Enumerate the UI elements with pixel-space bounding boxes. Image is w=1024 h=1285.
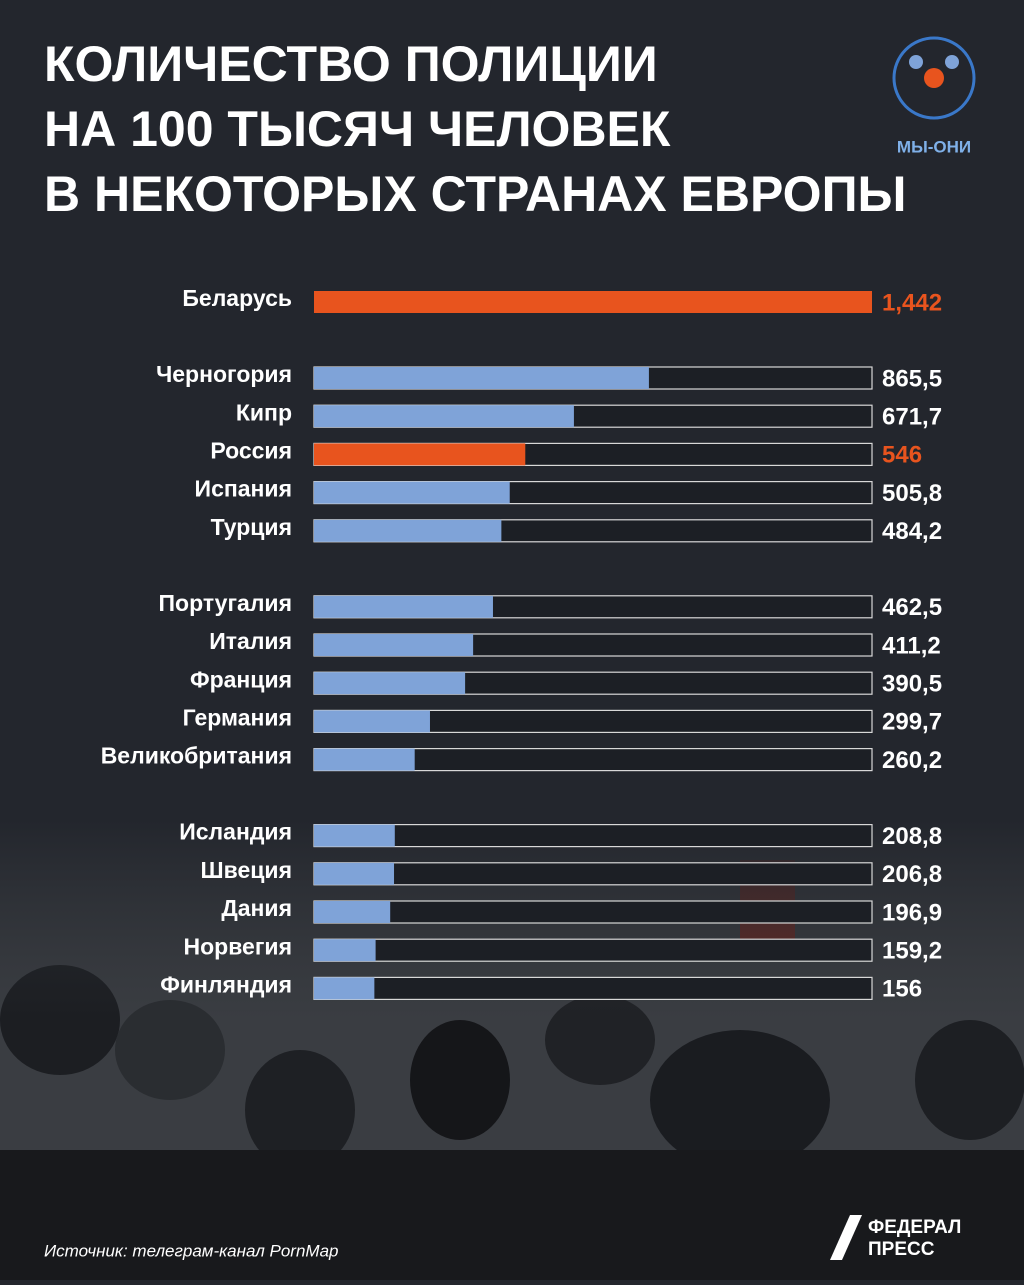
category-label: Норвегия	[184, 933, 292, 959]
value-label: 156	[882, 976, 922, 1003]
brand-mark	[830, 1215, 862, 1260]
bar-track	[313, 900, 873, 924]
category-label: Франция	[190, 666, 292, 692]
value-label: 260,2	[882, 747, 942, 774]
bar-track	[313, 976, 873, 1001]
bar	[314, 481, 510, 504]
title: КОЛИЧЕСТВО ПОЛИЦИИ НА 100 ТЫСЯЧ ЧЕЛОВЕК В …	[44, 36, 906, 222]
brand: ПРЕСС	[868, 1239, 935, 1260]
value-label: 159,2	[882, 938, 942, 965]
category-label: Черногория	[156, 361, 292, 387]
logo: МЫ-ОНИ	[892, 36, 976, 156]
value-label: 462,5	[882, 594, 942, 621]
category-label: Швеция	[201, 857, 292, 883]
category-label: Португалия	[159, 590, 293, 616]
value-label: 505,8	[882, 480, 942, 507]
logo-text: МЫ-ОНИ	[897, 137, 971, 156]
bar	[314, 748, 415, 771]
bar	[314, 367, 649, 389]
category-label: Италия	[209, 628, 292, 654]
bar	[314, 901, 391, 923]
value-label: 546	[882, 442, 922, 469]
bar	[314, 672, 466, 695]
bar-track	[313, 862, 873, 886]
value-label: 299,7	[882, 709, 942, 736]
bar	[314, 443, 526, 466]
value-label: 865,5	[882, 365, 942, 392]
value-label: 1,442	[882, 289, 942, 316]
bar	[314, 824, 395, 847]
category-label: Великобритания	[101, 743, 292, 769]
value-label: 196,9	[882, 899, 942, 926]
category-label: Финляндия	[160, 971, 292, 997]
bar	[314, 634, 474, 656]
value-label: 411,2	[882, 632, 941, 659]
value-label: 484,2	[882, 518, 942, 545]
bar	[314, 405, 574, 428]
bar	[314, 291, 872, 313]
category-label: Исландия	[179, 819, 292, 845]
value-label: 390,5	[882, 671, 942, 698]
source: Источник: телеграм-канал PornMap	[44, 1241, 339, 1260]
category-label: Россия	[210, 437, 292, 463]
photo	[0, 820, 1024, 1280]
value-label: 671,7	[882, 404, 942, 431]
plot: Беларусь 1,442 Черногория 865,5 Кипр 671,7 Рос…	[101, 285, 942, 1003]
bar-track	[313, 938, 873, 962]
bar	[314, 595, 493, 618]
category-label: Кипр	[236, 399, 292, 425]
bar-track	[313, 823, 873, 848]
bar	[314, 862, 395, 885]
bar	[314, 977, 375, 1000]
category-label: Дания	[221, 895, 292, 921]
value-label: 206,8	[882, 861, 942, 888]
bar	[314, 519, 502, 542]
category-label: Турция	[211, 514, 292, 540]
title-line: КОЛИЧЕСТВО ПОЛИЦИИ	[44, 36, 658, 92]
category-label: Испания	[195, 476, 292, 502]
bar	[314, 710, 430, 733]
value-label: 208,8	[882, 823, 942, 850]
category-label: Германия	[183, 704, 292, 730]
brand: ФЕДЕРАЛ	[868, 1217, 961, 1238]
title-line: НА 100 ТЫСЯЧ ЧЕЛОВЕК	[44, 101, 671, 157]
bar	[314, 939, 376, 962]
title-line: В НЕКОТОРЫХ СТРАНАХ ЕВРОПЫ	[44, 166, 906, 222]
category-label: Беларусь	[182, 285, 292, 311]
